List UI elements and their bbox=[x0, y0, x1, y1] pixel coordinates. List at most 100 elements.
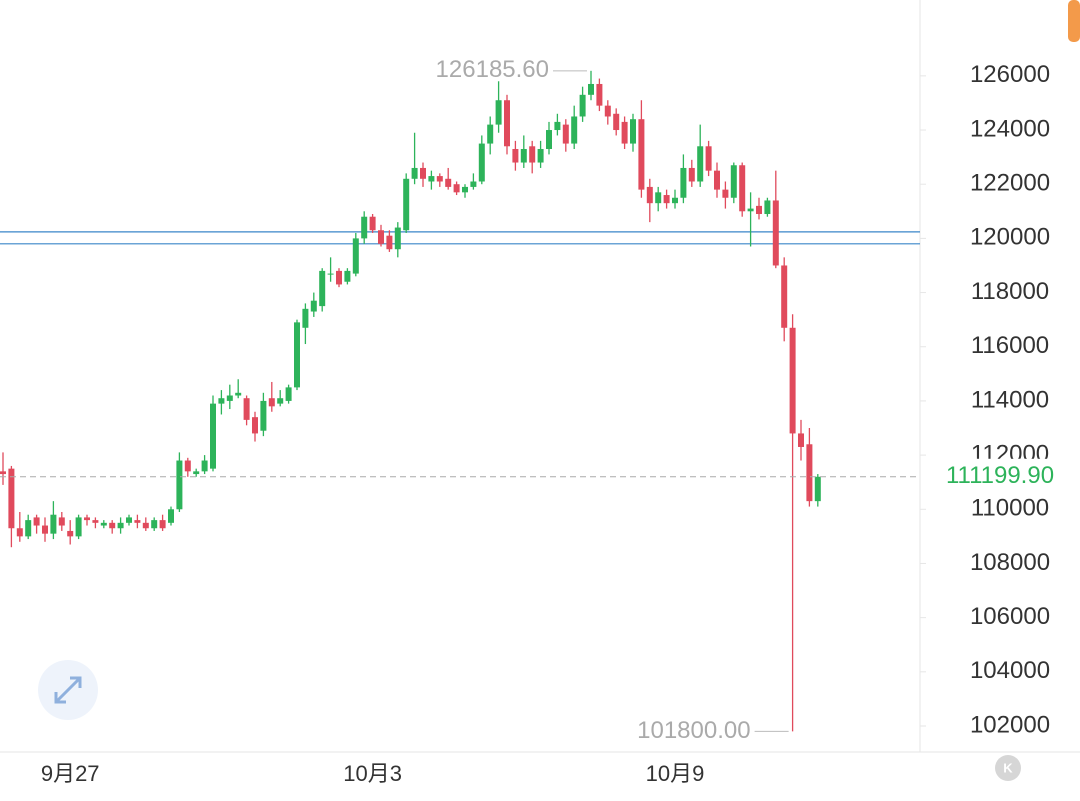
candle-body bbox=[646, 186, 653, 204]
candle-body bbox=[487, 124, 494, 144]
candle-body bbox=[243, 398, 250, 420]
candle-body bbox=[100, 522, 107, 526]
candle-body bbox=[117, 522, 124, 529]
y-tick-label: 126000 bbox=[970, 61, 1050, 88]
candle-body bbox=[806, 444, 813, 502]
candle-body bbox=[512, 148, 519, 163]
candle-body bbox=[176, 460, 183, 510]
candle-body bbox=[218, 398, 225, 404]
candle-body bbox=[756, 205, 762, 215]
y-tick-label: 118000 bbox=[971, 278, 1049, 305]
candle-body bbox=[705, 146, 712, 171]
candle-body bbox=[546, 130, 552, 149]
candle-body bbox=[596, 83, 603, 106]
candle-body bbox=[92, 520, 99, 523]
candle-body bbox=[781, 265, 788, 328]
y-tick-label: 114000 bbox=[971, 386, 1049, 413]
candle-body bbox=[8, 468, 15, 529]
candle-body bbox=[159, 520, 166, 529]
x-tick-label: 10月9 bbox=[646, 761, 705, 786]
candle-body bbox=[630, 119, 636, 144]
candle-body bbox=[352, 238, 359, 274]
candle-body bbox=[739, 165, 746, 212]
candle-body bbox=[520, 148, 527, 163]
candle-body bbox=[655, 192, 662, 204]
candle-body bbox=[369, 216, 376, 231]
annotation-label: 101800.00 bbox=[637, 717, 750, 744]
candle-body bbox=[378, 230, 384, 244]
candle-body bbox=[75, 517, 82, 537]
x-tick-label: 10月3 bbox=[343, 761, 402, 786]
candle-body bbox=[789, 327, 796, 434]
y-tick-label: 104000 bbox=[970, 657, 1050, 684]
annotation-label: 126185.60 bbox=[436, 56, 549, 83]
candle-body bbox=[403, 178, 410, 231]
candle-body bbox=[470, 181, 477, 187]
candle-body bbox=[184, 460, 191, 472]
candle-body bbox=[310, 300, 317, 312]
candle-body bbox=[327, 273, 334, 275]
y-tick-label: 124000 bbox=[970, 115, 1050, 142]
candle-body bbox=[302, 308, 309, 328]
candle-body bbox=[680, 167, 687, 198]
candle-body bbox=[252, 417, 258, 434]
candle-body bbox=[109, 522, 116, 529]
y-tick-label: 108000 bbox=[970, 549, 1050, 576]
candle-body bbox=[495, 100, 502, 125]
candle-body bbox=[336, 270, 342, 285]
candle-body bbox=[151, 520, 158, 529]
candle-body bbox=[462, 186, 468, 193]
candle-body bbox=[722, 189, 729, 198]
candle-body bbox=[621, 121, 628, 144]
candle-body bbox=[504, 100, 510, 147]
k-button[interactable]: K bbox=[995, 755, 1021, 781]
candle-body bbox=[386, 235, 393, 250]
y-tick-label: 116000 bbox=[971, 332, 1049, 359]
candle-body bbox=[411, 167, 418, 179]
candle-body bbox=[730, 165, 737, 198]
candle-body bbox=[226, 395, 233, 401]
candle-body bbox=[663, 195, 670, 204]
price-label: 111199.90 bbox=[946, 462, 1054, 489]
candle-body bbox=[428, 176, 435, 182]
candle-body bbox=[714, 170, 720, 190]
candle-body bbox=[193, 471, 200, 475]
expand-button[interactable] bbox=[38, 660, 98, 720]
candle-body bbox=[50, 514, 57, 534]
candle-body bbox=[268, 398, 275, 407]
candle-body bbox=[0, 471, 6, 475]
candle-body bbox=[344, 270, 351, 282]
candle-body bbox=[747, 208, 754, 212]
scroll-tab[interactable] bbox=[1068, 0, 1080, 42]
candle-body bbox=[562, 124, 569, 144]
candle-body bbox=[16, 528, 23, 537]
candle-body bbox=[42, 525, 48, 534]
candle-body bbox=[277, 398, 284, 404]
candle-body bbox=[772, 200, 779, 266]
y-tick-label: 120000 bbox=[970, 224, 1050, 251]
candle-body bbox=[554, 121, 561, 131]
candle-body bbox=[613, 113, 620, 131]
price-label-bg bbox=[930, 458, 1070, 495]
candle-body bbox=[285, 387, 292, 401]
candle-body bbox=[201, 460, 208, 472]
y-tick-label: 122000 bbox=[970, 170, 1050, 197]
candle-body bbox=[453, 184, 460, 193]
candle-body bbox=[168, 509, 174, 523]
candle-body bbox=[84, 517, 90, 521]
candle-body bbox=[126, 517, 132, 523]
candle-body bbox=[697, 146, 704, 182]
candle-body bbox=[420, 167, 426, 179]
candle-body bbox=[134, 520, 141, 523]
candle-body bbox=[814, 476, 821, 502]
candle-body bbox=[688, 167, 695, 182]
candle-body bbox=[142, 522, 149, 529]
candle-body bbox=[588, 83, 594, 95]
candle-body bbox=[764, 200, 771, 215]
candle-body bbox=[394, 227, 401, 250]
candle-body bbox=[478, 143, 485, 182]
candle-body bbox=[25, 520, 32, 537]
svg-text:K: K bbox=[1003, 760, 1013, 775]
candle-body bbox=[210, 403, 216, 469]
candle-body bbox=[58, 517, 65, 526]
